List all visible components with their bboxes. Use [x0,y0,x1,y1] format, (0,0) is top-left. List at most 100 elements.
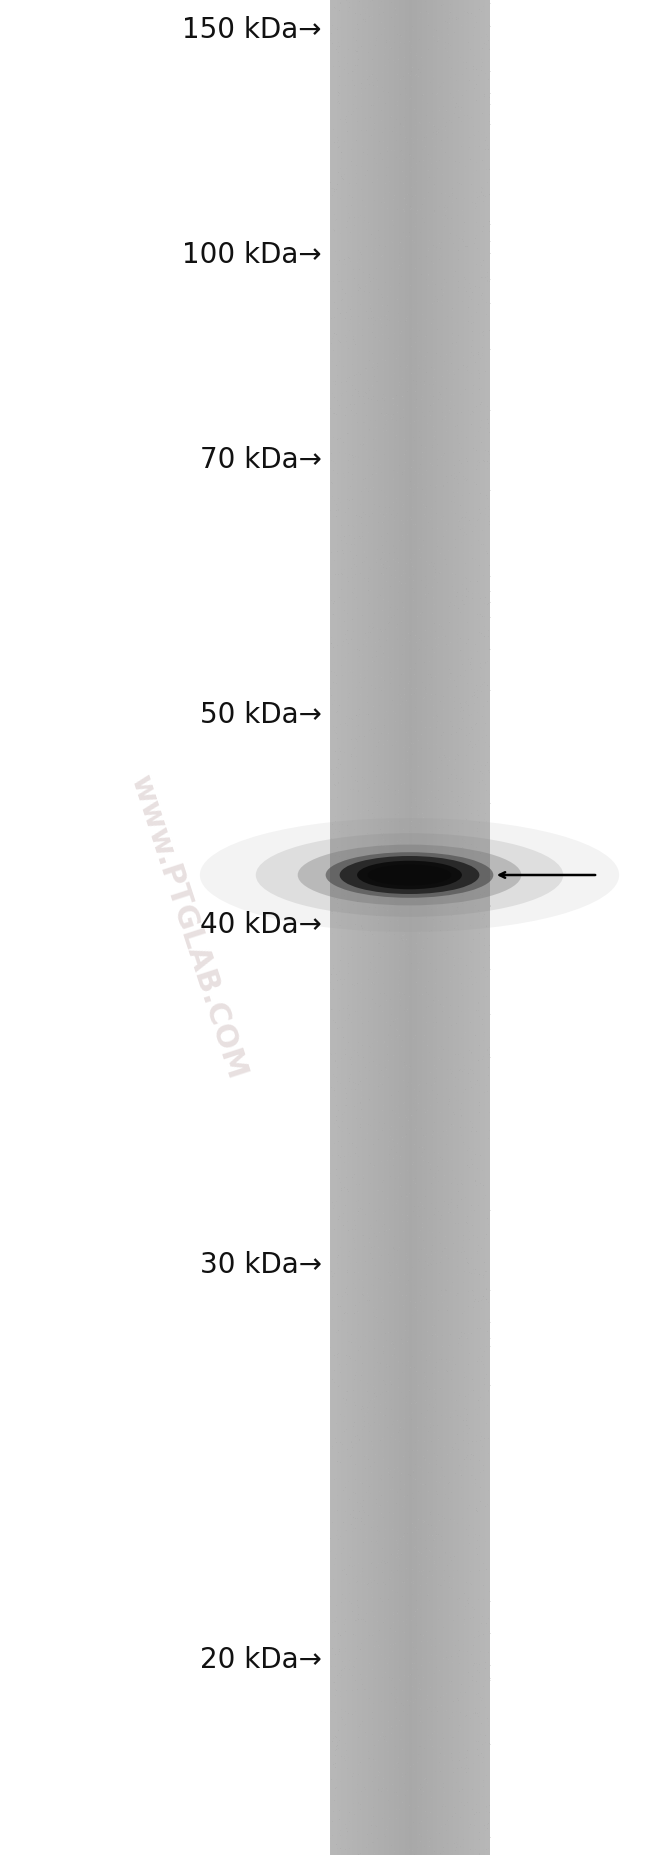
Text: www.PTGLAB.COM: www.PTGLAB.COM [125,772,252,1083]
Bar [469,0,470,1855]
Bar [339,0,340,1855]
Bar [417,0,418,1855]
Bar [409,0,410,1855]
Bar [428,0,430,1855]
Bar [399,0,400,1855]
Bar [350,0,351,1855]
Bar [340,0,341,1855]
Bar [386,0,387,1855]
Bar [410,0,411,1855]
Bar [367,0,368,1855]
Bar [446,0,447,1855]
Bar [451,0,452,1855]
Ellipse shape [357,861,462,889]
Bar [426,0,427,1855]
Bar [418,0,419,1855]
Bar [406,0,407,1855]
Bar [486,0,487,1855]
Bar [471,0,472,1855]
Bar [362,0,363,1855]
Bar [360,0,361,1855]
Bar [441,0,442,1855]
Bar [420,0,421,1855]
Bar [351,0,352,1855]
Text: 20 kDa→: 20 kDa→ [200,1645,322,1673]
Bar [467,0,468,1855]
Bar [400,0,401,1855]
Bar [440,0,441,1855]
Bar [402,0,403,1855]
Bar [396,0,397,1855]
Bar [459,0,460,1855]
Bar [463,0,465,1855]
Bar [450,0,451,1855]
Bar [419,0,420,1855]
Bar [416,0,417,1855]
Bar [435,0,436,1855]
Bar [337,0,338,1855]
Bar [354,0,355,1855]
Bar [379,0,380,1855]
Ellipse shape [255,833,563,916]
Bar [481,0,482,1855]
Bar [336,0,337,1855]
Bar [427,0,428,1855]
Bar [365,0,366,1855]
Bar [374,0,375,1855]
Bar [368,0,369,1855]
Bar [352,0,354,1855]
Bar [341,0,342,1855]
Bar [462,0,463,1855]
Bar [384,0,385,1855]
Bar [432,0,434,1855]
Bar [364,0,365,1855]
Bar [363,0,364,1855]
Text: 30 kDa→: 30 kDa→ [200,1250,322,1278]
Bar [356,0,357,1855]
Bar [445,0,446,1855]
Bar [430,0,431,1855]
Bar [484,0,486,1855]
Text: 150 kDa→: 150 kDa→ [182,17,322,45]
Bar [437,0,438,1855]
Bar [424,0,425,1855]
Bar [388,0,389,1855]
Bar [477,0,478,1855]
Bar [387,0,388,1855]
Bar [466,0,467,1855]
Bar [332,0,333,1855]
Bar [442,0,443,1855]
Bar [476,0,477,1855]
Bar [335,0,336,1855]
Bar [436,0,437,1855]
Bar [344,0,345,1855]
Bar [456,0,458,1855]
Bar [421,0,422,1855]
Ellipse shape [368,864,451,885]
Bar [370,0,371,1855]
Bar [397,0,398,1855]
Bar [385,0,386,1855]
Bar [413,0,414,1855]
Bar [455,0,456,1855]
Bar [468,0,469,1855]
Bar [408,0,409,1855]
Ellipse shape [326,851,493,898]
Bar [411,0,413,1855]
Bar [372,0,373,1855]
Bar [472,0,473,1855]
Bar [347,0,348,1855]
Bar [475,0,476,1855]
Bar [394,0,395,1855]
Ellipse shape [298,844,521,905]
Bar [382,0,383,1855]
Bar [414,0,415,1855]
Bar [333,0,334,1855]
Bar [415,0,416,1855]
Bar [371,0,372,1855]
Bar [348,0,350,1855]
Bar [487,0,488,1855]
Bar [343,0,344,1855]
Bar [478,0,479,1855]
Bar [423,0,424,1855]
